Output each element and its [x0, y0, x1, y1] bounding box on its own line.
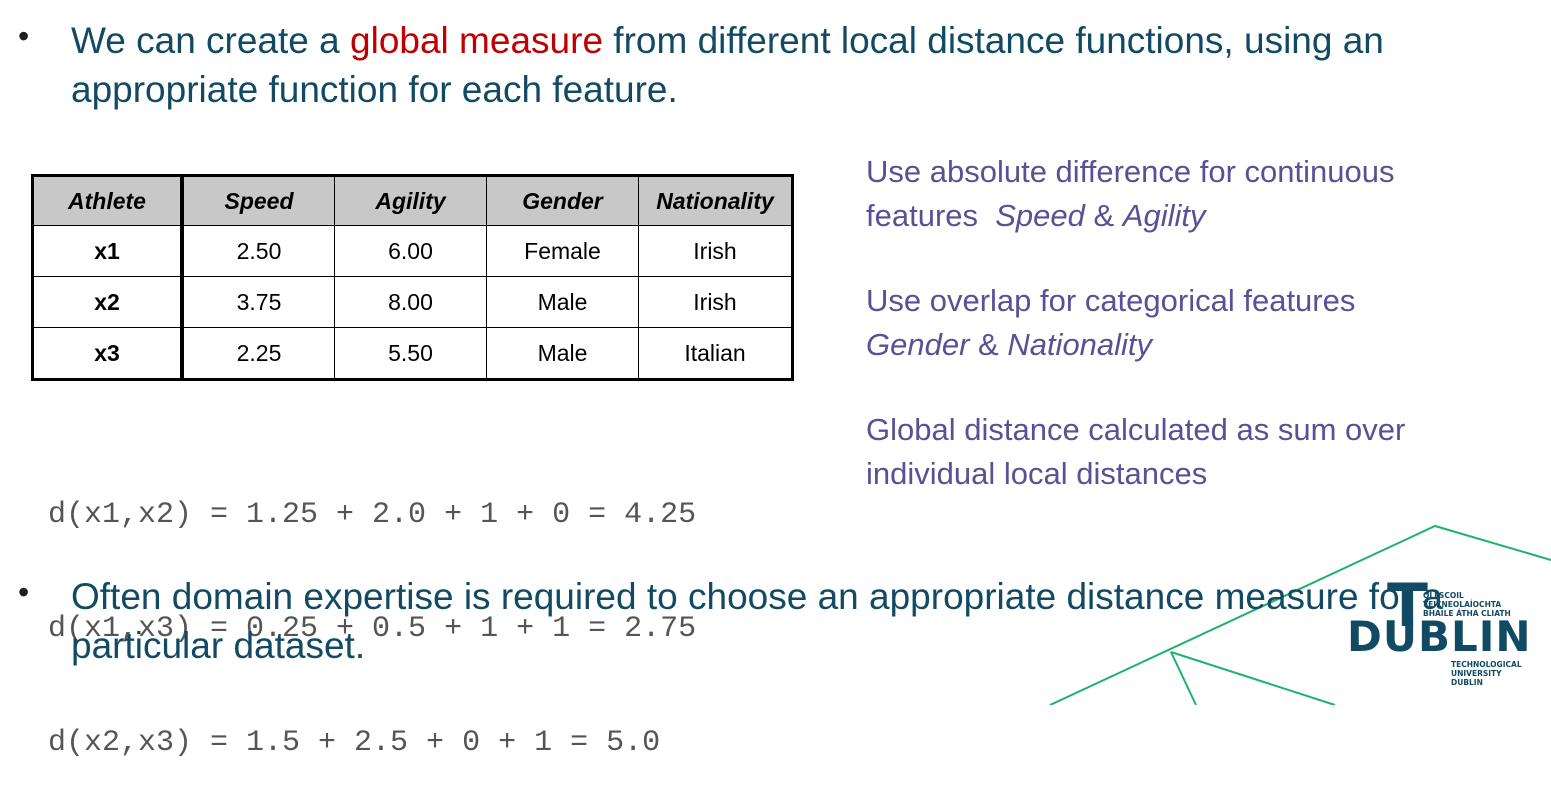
table-row: x2 3.75 8.00 Male Irish — [32, 276, 793, 328]
header-nationality: Nationality — [638, 175, 793, 226]
cell-gender: Female — [486, 225, 639, 277]
logo-word-dublin: DUBLIN — [1347, 612, 1532, 661]
cell-agility: 8.00 — [334, 276, 487, 328]
logo-irish-name: OLLSCOIL TEICNEOLAÍOCHTA BHAILE ÁTHA CLI… — [1423, 591, 1533, 618]
cell-speed: 3.75 — [181, 276, 335, 328]
note-agility: Agility — [1122, 198, 1206, 233]
cell-gender: Male — [486, 276, 639, 328]
note-continuous-text: Use absolute difference for continuous f… — [866, 154, 1395, 233]
equation-x1-x2: d(x1,x2) = 1.25 + 2.0 + 1 + 0 = 4.25 — [48, 498, 697, 532]
highlight-global-measure: global measure — [350, 20, 604, 61]
table-header-row: Athlete Speed Agility Gender Nationality — [32, 175, 793, 226]
cell-nationality: Italian — [638, 327, 793, 380]
note-amp: & — [969, 327, 1008, 362]
logo-irish-line-1: OLLSCOIL TEICNEOLAÍOCHTA — [1423, 591, 1502, 609]
equation-x2-x3: d(x2,x3) = 1.5 + 2.5 + 0 + 1 = 5.0 — [48, 726, 661, 760]
decorative-lines — [1049, 524, 1551, 705]
cell-speed: 2.25 — [181, 327, 335, 380]
bullet-marker: • — [18, 574, 30, 610]
table-row: x1 2.50 6.00 Female Irish — [32, 225, 793, 277]
tu-dublin-logo: T OLLSCOIL TEICNEOLAÍOCHTA BHAILE ÁTHA C… — [1345, 576, 1531, 687]
logo-irish-line-2: BHAILE ÁTHA CLIATH — [1423, 609, 1511, 618]
bullet-text-start: We can create a — [71, 20, 351, 61]
bullet-text: Often domain expertise is required to ch… — [71, 576, 1443, 666]
header-agility: Agility — [334, 175, 487, 226]
cell-nationality: Irish — [638, 276, 793, 328]
bullet-marker: • — [18, 18, 30, 54]
header-athlete: Athlete — [32, 175, 184, 226]
cell-athlete: x2 — [32, 276, 184, 328]
logo-english-line-2: UNIVERSITY DUBLIN — [1451, 669, 1502, 687]
header-gender: Gender — [486, 175, 639, 226]
cell-gender: Male — [486, 327, 639, 380]
note-amp: & — [1084, 198, 1123, 233]
table-row: x3 2.25 5.50 Male Italian — [32, 327, 793, 380]
equation-x1-x3: d(x1,x3) = 0.25 + 0.5 + 1 + 1 = 2.75 — [48, 612, 697, 646]
note-continuous: Use absolute difference for continuous f… — [866, 150, 1506, 238]
athlete-table: Athlete Speed Agility Gender Nationality… — [31, 174, 794, 381]
notes-panel: Use absolute difference for continuous f… — [866, 150, 1506, 537]
logo-english-name: TECHNOLOGICAL UNIVERSITY DUBLIN — [1451, 660, 1531, 687]
bullet-text-end: from different local distance functions,… — [71, 20, 1384, 110]
cell-agility: 5.50 — [334, 327, 487, 380]
bullet-text: We can create a global measure from diff… — [71, 16, 1521, 114]
cell-athlete: x3 — [32, 327, 184, 380]
note-global: Global distance calculated as sum over i… — [866, 412, 1406, 491]
cell-speed: 2.50 — [181, 225, 335, 277]
note-nationality: Nationality — [1007, 327, 1153, 362]
header-speed: Speed — [181, 175, 335, 226]
logo-letter-t: T — [1387, 571, 1428, 641]
note-categorical-text: Use overlap for categorical features — [866, 283, 1356, 318]
note-gender: Gender — [866, 327, 970, 362]
cell-athlete: x1 — [32, 225, 184, 277]
note-categorical: Use overlap for categorical features Gen… — [866, 279, 1506, 367]
logo-english-line-1: TECHNOLOGICAL — [1451, 660, 1522, 669]
note-speed: Speed — [995, 198, 1085, 233]
cell-agility: 6.00 — [334, 225, 487, 277]
cell-nationality: Irish — [638, 225, 793, 277]
